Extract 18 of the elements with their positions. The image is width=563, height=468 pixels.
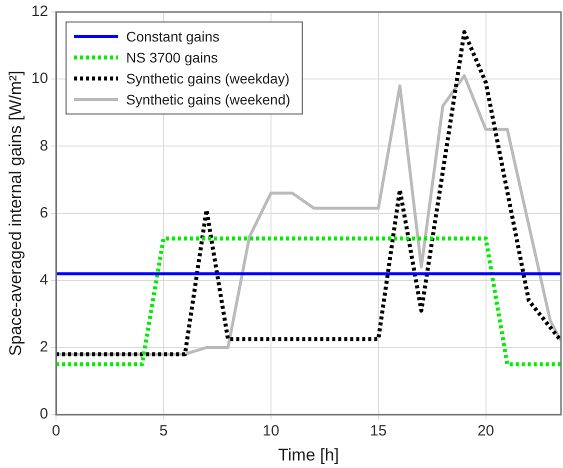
legend-label: Synthetic gains (weekday) <box>126 70 290 86</box>
y-tick-label: 4 <box>40 272 48 289</box>
x-tick-label: 15 <box>370 422 387 440</box>
y-tick-label: 2 <box>40 338 48 356</box>
x-tick-label: 10 <box>262 422 280 440</box>
y-tick-label: 12 <box>31 3 48 20</box>
x-tick-label: 5 <box>159 422 168 440</box>
y-tick-label: 0 <box>40 406 48 423</box>
x-tick-label: 20 <box>477 422 494 440</box>
y-tick-label: 8 <box>40 137 48 154</box>
y-axis-title: Space-averaged internal gains [W/m²] <box>6 70 25 356</box>
legend-label: Constant gains <box>126 28 220 44</box>
x-axis-title: Time [h] <box>278 445 339 464</box>
y-tick-label: 10 <box>31 70 48 88</box>
legend-label: NS 3700 gains <box>126 49 218 66</box>
x-tick-label: 0 <box>52 422 60 440</box>
y-tick-label: 6 <box>40 204 48 222</box>
legend-label: Synthetic gains (weekend) <box>126 91 290 108</box>
